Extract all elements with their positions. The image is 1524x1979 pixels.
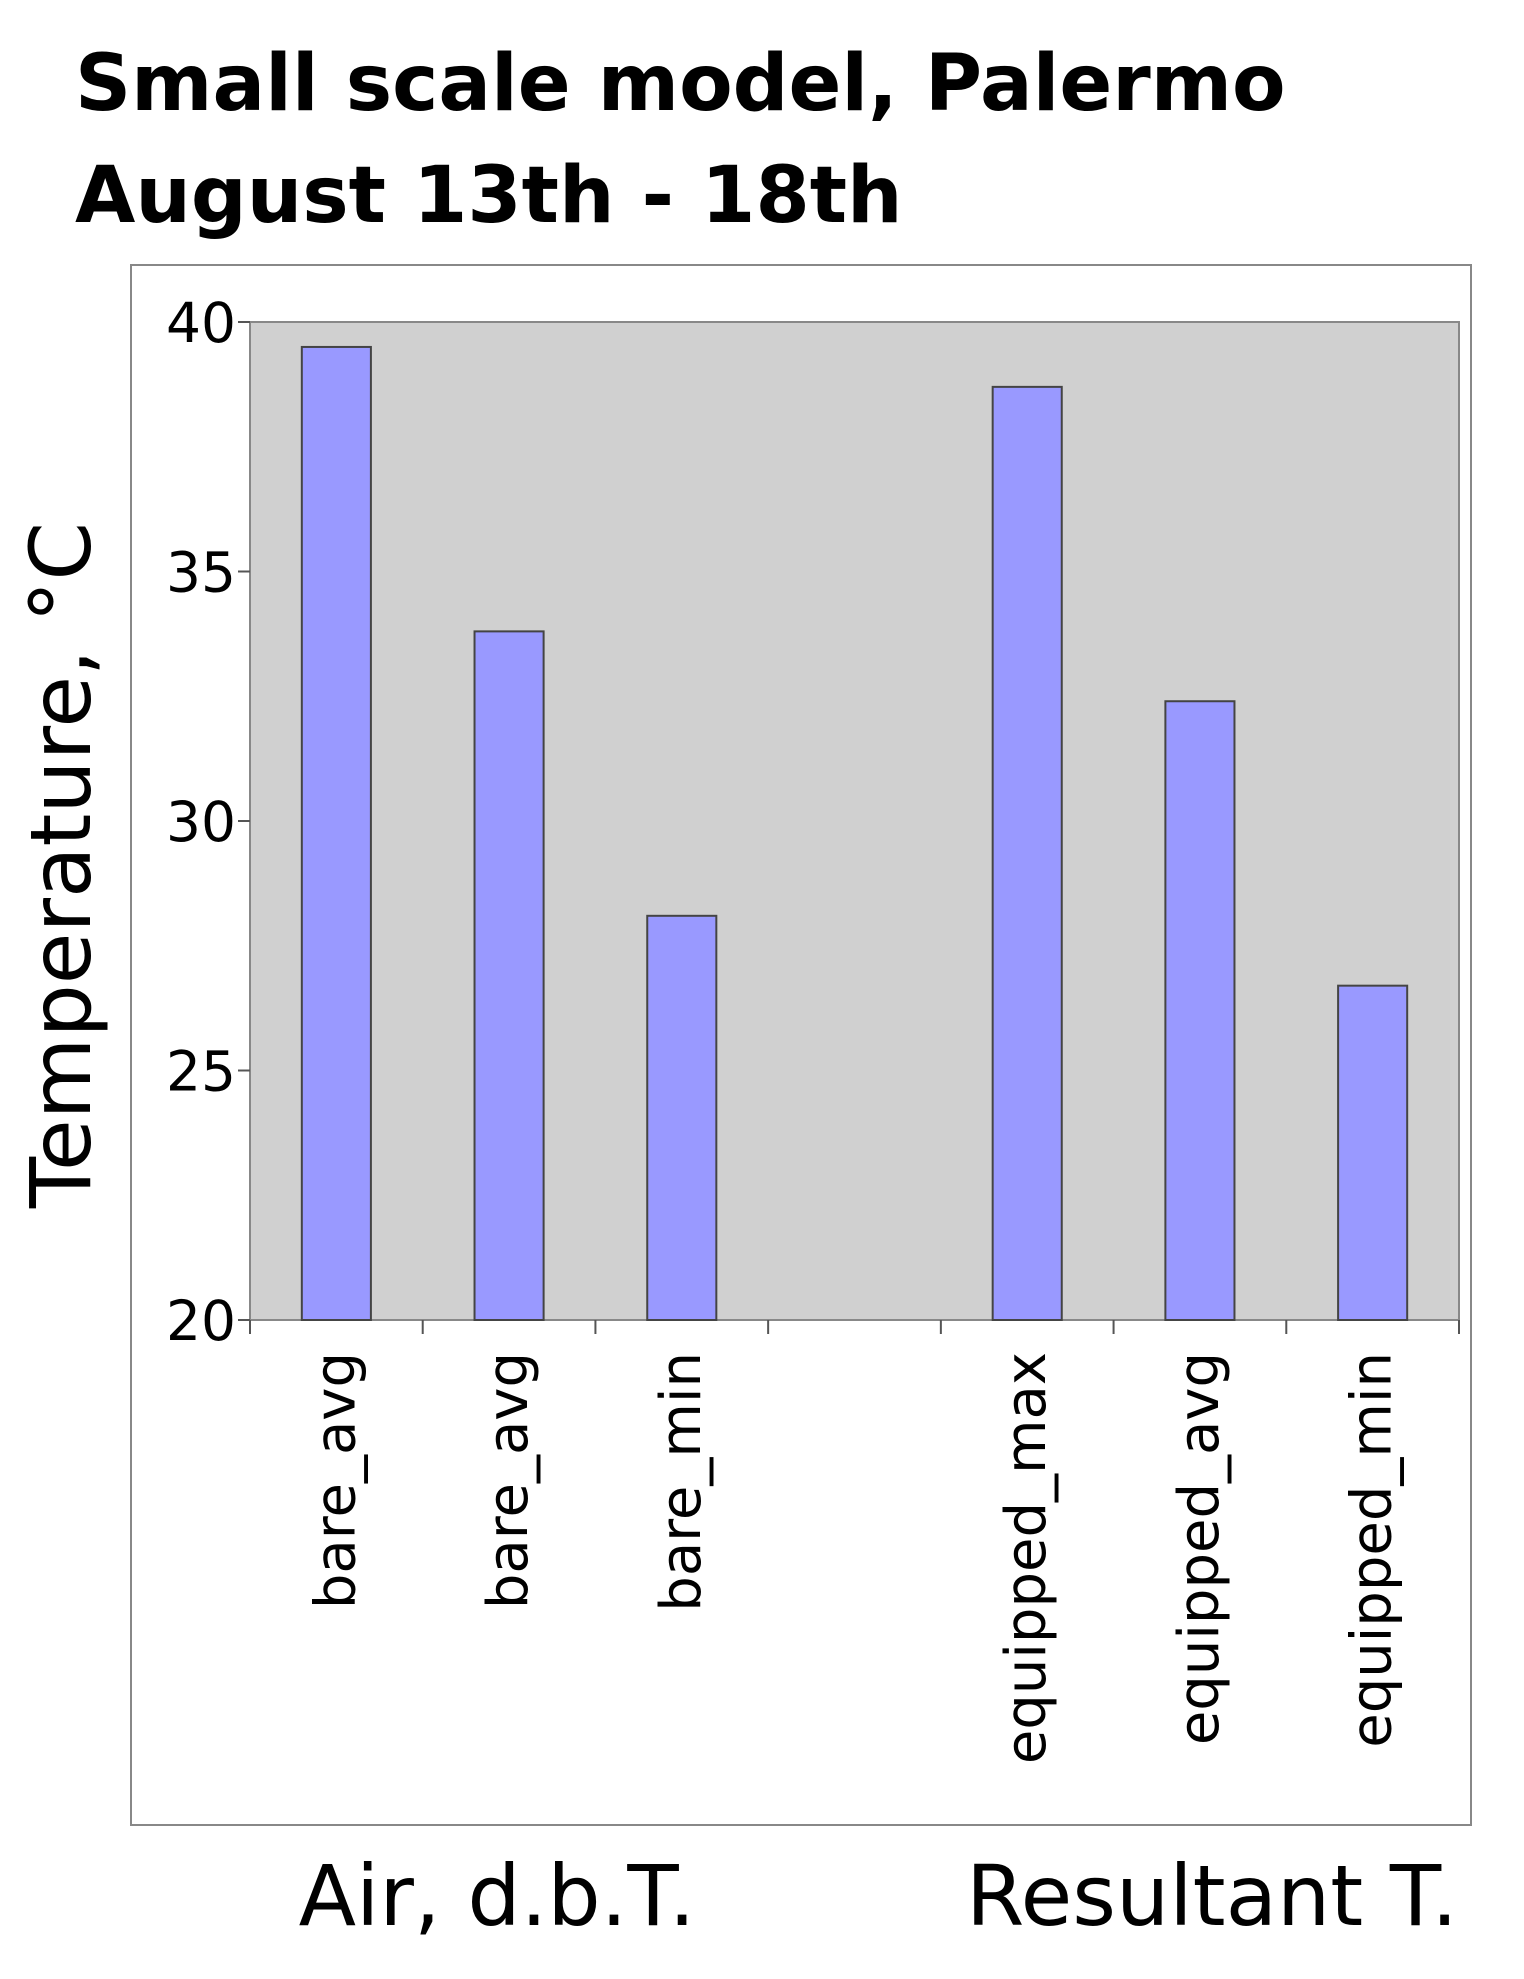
x-tick-label: bare_min xyxy=(649,1352,714,1612)
y-tick-label: 30 xyxy=(166,790,236,854)
x-tick-label: equipped_min xyxy=(1340,1352,1405,1748)
x-tick-label: equipped_max xyxy=(994,1352,1059,1764)
bar xyxy=(473,630,545,1321)
y-tick-label: 35 xyxy=(166,541,236,605)
bar xyxy=(646,914,718,1321)
group-label: Resultant T. xyxy=(966,1847,1458,1945)
x-tick-label: bare_avg xyxy=(303,1352,368,1609)
bar xyxy=(1337,984,1409,1321)
x-tick-label: bare_avg xyxy=(476,1352,541,1609)
chart-subtitle: August 13th - 18th xyxy=(75,151,903,241)
group-label: Air, d.b.T. xyxy=(299,1847,696,1945)
bar xyxy=(300,345,372,1321)
chart-title: Small scale model, Palermo xyxy=(75,39,1286,129)
y-tick-label: 25 xyxy=(166,1040,236,1104)
y-axis-label: Temperature, °C xyxy=(12,522,110,1209)
plot-area xyxy=(249,321,1460,1321)
bar xyxy=(991,385,1063,1321)
y-tick-label: 20 xyxy=(166,1289,236,1353)
y-tick-label: 40 xyxy=(166,291,236,355)
x-tick-label: equipped_avg xyxy=(1167,1352,1232,1745)
bar xyxy=(1164,700,1236,1321)
